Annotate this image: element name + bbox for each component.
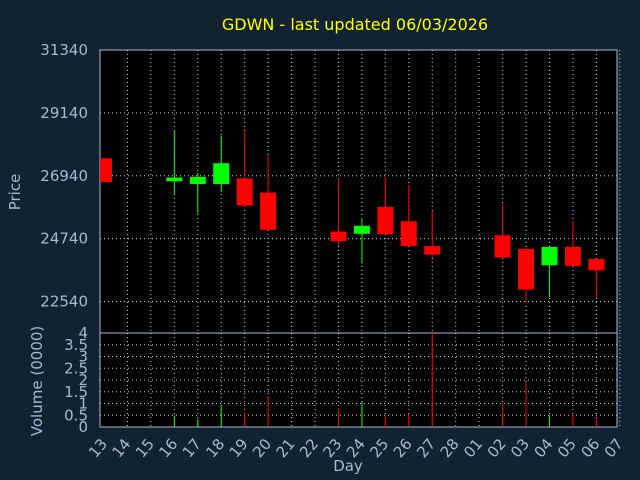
- candle-body: [494, 235, 511, 258]
- volume-tick-label: 0.5: [64, 406, 88, 424]
- candle-body: [236, 178, 253, 206]
- chart-title: GDWN - last updated 06/03/2026: [222, 15, 488, 34]
- candle-body: [424, 246, 441, 255]
- price-tick-label: 24740: [40, 230, 88, 248]
- candle-body: [213, 163, 230, 185]
- volume-tick-label: 1.5: [64, 383, 88, 401]
- x-tick-label: 07: [601, 435, 627, 461]
- volume-plot-area: [99, 332, 618, 428]
- candle-body: [166, 177, 183, 182]
- x-tick-label: 02: [484, 435, 510, 461]
- price-tick-label: 26940: [40, 167, 88, 185]
- x-tick-label: 05: [554, 435, 580, 461]
- price-plot-area: [99, 49, 618, 334]
- x-tick-label: 21: [273, 435, 299, 461]
- volume-tick-label: 1: [78, 395, 88, 413]
- x-tick-label: 26: [390, 435, 416, 461]
- volume-tick-label: 2.5: [64, 359, 88, 377]
- x-tick-label: 04: [530, 435, 556, 461]
- candle-body: [400, 221, 417, 247]
- candle-body: [541, 246, 558, 266]
- x-tick-label: 06: [577, 435, 603, 461]
- price-tick-label: 31340: [40, 41, 88, 59]
- volume-axis: 43.532.521.510.50: [64, 324, 88, 436]
- volume-series: [173, 333, 597, 427]
- volume-axis-label: Volume (0000): [28, 326, 46, 436]
- candle-body: [330, 231, 347, 242]
- candle-body: [564, 246, 581, 266]
- x-tick-label: 20: [249, 435, 275, 461]
- price-tick-label: 22540: [40, 293, 88, 311]
- candle-body: [260, 192, 277, 230]
- candle-body: [588, 258, 605, 271]
- volume-tick-label: 4: [78, 324, 88, 342]
- price-axis-label: Price: [6, 174, 24, 211]
- x-tick-label: 28: [437, 435, 463, 461]
- x-tick-label: 19: [226, 435, 252, 461]
- x-tick-label: 22: [296, 435, 322, 461]
- volume-tick-label: 0: [78, 418, 88, 436]
- x-tick-label: 16: [155, 435, 181, 461]
- volume-tick-label: 3: [78, 348, 88, 366]
- x-tick-label: 01: [460, 435, 486, 461]
- volume-tick-label: 2: [78, 371, 88, 389]
- volume-tick-label: 3.5: [64, 336, 88, 354]
- candle-body: [377, 206, 394, 235]
- x-tick-label: 27: [413, 435, 439, 461]
- candle-body: [100, 158, 112, 183]
- price-axis: 31340 29140 26940 24740 22540: [40, 41, 88, 311]
- candle-body: [189, 176, 206, 185]
- x-tick-label: 14: [108, 435, 134, 461]
- price-tick-label: 29140: [40, 104, 88, 122]
- x-tick-label: 25: [366, 435, 392, 461]
- x-tick-label: 13: [85, 435, 111, 461]
- candle-body: [518, 248, 535, 290]
- x-tick-label: 03: [507, 435, 533, 461]
- candlestick-series: [100, 130, 605, 304]
- x-axis-label: Day: [333, 457, 363, 475]
- candle-body: [353, 225, 370, 234]
- x-tick-label: 18: [202, 435, 228, 461]
- x-tick-label: 17: [179, 435, 205, 461]
- x-tick-label: 15: [132, 435, 158, 461]
